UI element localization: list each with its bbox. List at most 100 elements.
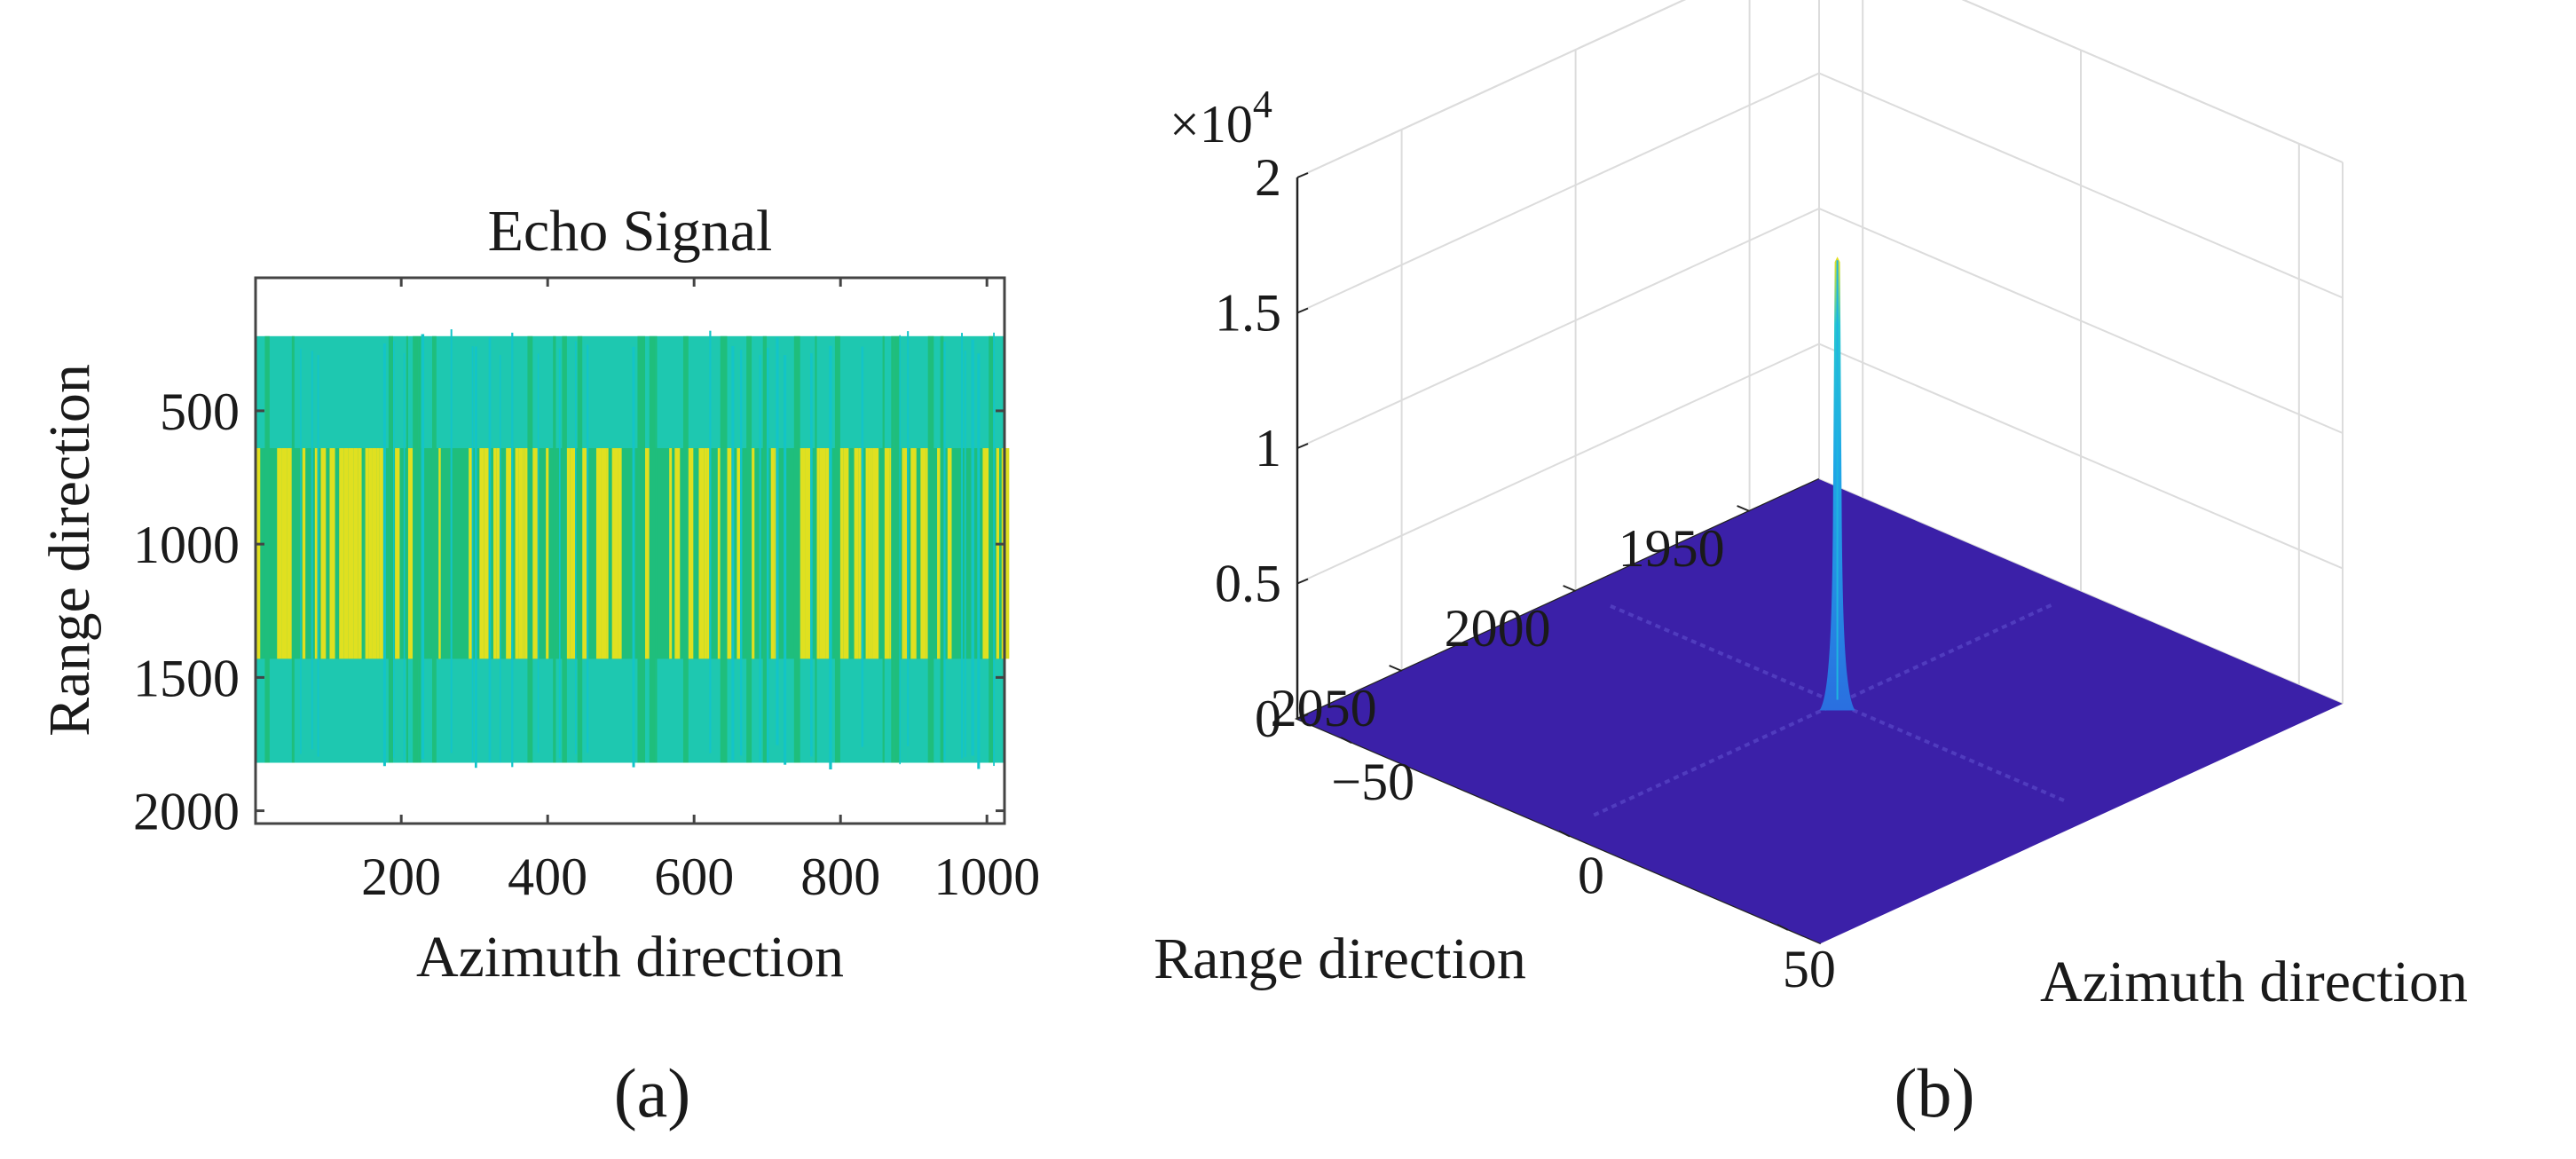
echo-stripe [471,346,474,762]
chart-b-grid [1296,0,2344,720]
echo-stripe [891,335,894,763]
echo-stripe [746,335,752,763]
echo-stripe [870,447,873,659]
echo-stripe [606,447,609,659]
echo-stripe [770,447,775,659]
echo-stripe [403,352,406,761]
chart-b-azimuth-ticks: −50 0 50 [1331,737,1836,998]
echo-stripe [971,339,974,756]
echo-stripe [368,447,373,659]
y-tick-label: 1000 [133,516,240,574]
echo-stripe [706,447,710,659]
echo-stripe [388,335,393,763]
z-tick-label: 1.5 [1215,284,1281,343]
echo-stripe [889,447,892,659]
x-tick-label: 400 [508,848,587,906]
azimuth-tick-mark [1558,830,1571,838]
echo-stripe [469,447,472,659]
echo-stripe [392,341,395,758]
echo-stripe [800,447,806,659]
y-tick-label: 1500 [133,649,240,707]
echo-stripe [339,447,344,659]
chart-a-y-label: Range direction [37,364,102,737]
echo-stripe [861,346,864,747]
echo-stripe [562,335,567,763]
echo-stripe [943,342,946,761]
echo-stripe [737,447,740,659]
echo-stripe [688,447,694,659]
echo-stripe [937,447,941,659]
chart-b-surface [1297,256,2343,943]
chart-b-z-multiplier: ×104 [1170,83,1272,154]
echo-stripes [256,329,1010,769]
echo-stripe [882,335,885,763]
azimuth-tick-label: −50 [1331,753,1414,811]
echo-stripe [496,447,500,659]
x-tick-label: 800 [800,848,880,906]
echo-stripe [920,447,926,659]
echo-stripe [825,447,830,659]
z-tick-mark [1296,172,1309,178]
chart-b-azimuth-label: Azimuth direction [2040,950,2468,1014]
z-tick-label: 1 [1255,419,1281,477]
echo-stripe [553,335,556,763]
echo-stripe [669,447,673,659]
echo-stripe [570,447,576,659]
echo-stripe [762,335,768,763]
echo-stripe [884,447,890,659]
echo-stripe [406,335,408,763]
echo-stripe [865,447,869,659]
echo-stripe [479,447,484,659]
echo-stripe [759,354,761,762]
echo-stripe [977,353,981,769]
azimuth-tick-mark [1340,737,1352,744]
box-edge [1961,0,2344,163]
x-tick-label: 1000 [934,848,1040,906]
echo-stripe [256,447,261,659]
echo-stripe [314,447,318,659]
echo-stripe [810,352,813,757]
echo-stripe [302,447,306,659]
echo-stripe [926,447,928,659]
echo-stripe [546,447,549,659]
chart-b-z-ticks: 0 0.5 1 1.5 2 [1215,148,1309,748]
echo-stripe [927,335,934,763]
echo-stripe [281,447,288,659]
echo-stripe [518,447,524,659]
z-tick-mark [1296,578,1309,585]
chart-a-x-ticks: 200 400 600 800 1000 [361,278,1040,906]
echo-stripe [993,332,995,767]
z-tick-mark [1296,307,1309,314]
echo-stripe [264,335,270,763]
panel-b-label: (b) [1895,1054,1975,1131]
echo-stripe [353,447,358,659]
range-tick-label: 1950 [1619,519,1725,578]
echo-stripe [506,447,512,659]
echo-stripe [829,345,832,769]
echo-stripe [582,447,587,659]
z-tick-mark [1296,714,1309,720]
echo-stripe [343,447,349,659]
echo-stripe [940,335,944,763]
echo-stripe [587,344,589,753]
chart-a-y-ticks: 500 1000 1500 2000 [133,382,1004,841]
echo-stripe [329,447,335,659]
echo-stripe [767,347,769,763]
z-tick-mark [1296,443,1309,449]
echo-stripe [644,447,650,659]
echo-stripe [793,335,800,763]
chart-b-z-exponent: 4 [1253,83,1272,126]
z-tick-label: 2 [1255,148,1281,207]
echo-stripe [537,353,540,753]
echo-stripe [365,447,369,659]
range-sidelobe [1593,603,2054,817]
echo-stripe [815,335,817,763]
chart-b-z-multiplier-base: ×10 [1170,95,1253,154]
azimuth-tick-mark [1776,924,1789,931]
echo-stripe [511,332,514,768]
range-tick-mark [1737,505,1750,512]
chart-a-x-label: Azimuth direction [416,925,844,989]
echo-stripe [300,348,302,754]
echo-stripe [704,447,707,659]
